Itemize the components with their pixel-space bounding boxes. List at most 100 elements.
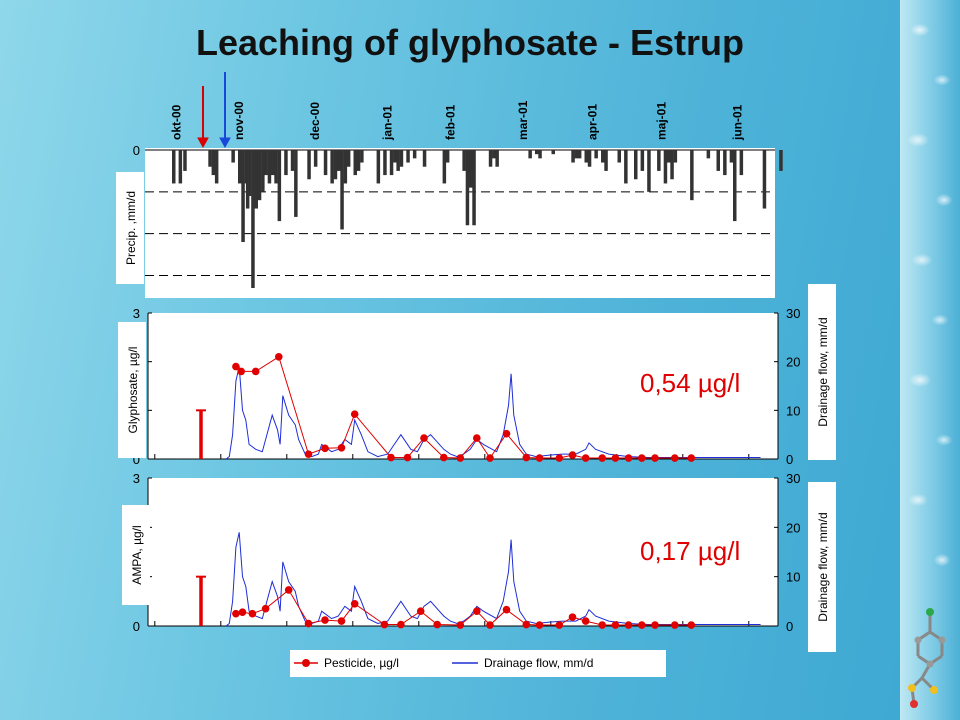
p3-pesticide-point	[486, 621, 494, 629]
p2-pesticide-point	[522, 453, 531, 462]
p2-pesticide-point	[568, 451, 577, 459]
glyphosate-chart: 01230102030 Glyphosate, µg/l Drainage fl…	[118, 284, 836, 467]
precip-bar	[465, 150, 470, 226]
p3-pesticide-point	[624, 621, 633, 629]
p3-drainage-line	[225, 532, 761, 627]
slide-title: Leaching of glyphosate - Estrup	[196, 22, 744, 63]
ampa-ylabel-box	[122, 505, 150, 605]
p3-pesticide-point	[651, 621, 659, 629]
precip-bar	[208, 150, 212, 167]
p2-pesticide-point	[598, 454, 606, 462]
p3-y2-tick: 30	[786, 471, 800, 486]
p2-y-tick: 3	[133, 306, 140, 321]
precip-bar	[399, 150, 404, 167]
month-label: apr-01	[585, 104, 599, 140]
precip-bar	[574, 150, 579, 159]
p2-pesticide-point	[232, 362, 240, 371]
month-labels: okt-00 nov-00 dec-00 jan-01 feb-01 mar-01 apr-…	[170, 100, 745, 141]
month-label: feb-01	[443, 104, 457, 140]
precip-bars	[172, 150, 783, 288]
precip-bar	[323, 150, 328, 176]
precip-bar	[535, 150, 539, 155]
month-label: mar-01	[516, 100, 530, 140]
precip-bar	[584, 150, 588, 163]
precip-bar	[488, 150, 493, 167]
p2-y2-tick: 20	[786, 355, 800, 370]
precip-bar	[422, 150, 427, 167]
arrows	[197, 72, 231, 149]
precip-bar	[528, 150, 532, 159]
p2-pesticide-point	[651, 454, 659, 462]
precip-bar	[587, 150, 592, 167]
precip-bar	[469, 150, 473, 188]
p3-pesticide-point	[522, 620, 531, 629]
precip-bar	[729, 150, 734, 163]
month-label: jan-01	[381, 105, 395, 141]
precip-bar	[254, 150, 258, 209]
p2-pesticide-point	[440, 453, 448, 462]
p3-y-tick: 0	[133, 619, 140, 634]
p3-pesticide-point	[397, 620, 405, 629]
p3-pesticide-point	[671, 621, 679, 629]
precip-bar	[251, 150, 255, 288]
precip-bar	[383, 150, 387, 176]
precip-bar	[601, 150, 605, 163]
p2-y2-tick: 10	[786, 403, 800, 418]
p3-pesticide-point	[380, 620, 389, 629]
p3-pesticide-point	[473, 607, 481, 615]
precip-bar	[739, 150, 744, 176]
glyphosate-y2label-box	[808, 284, 836, 460]
p2-pesticide-point	[337, 444, 346, 452]
p2-pesticide-point	[403, 453, 412, 462]
p3-pesticide-point	[321, 616, 329, 624]
p3-pesticide-point	[581, 617, 590, 625]
legend-drainage-label: Drainage flow, mm/d	[484, 656, 593, 670]
precip-bar	[343, 150, 348, 184]
p3-pesticide-point	[502, 605, 511, 614]
p2-pesticide-point	[555, 454, 564, 462]
p2-pesticide-point	[502, 429, 511, 438]
ampa-chart: 01230102030 AMPA, µg/l Drainage flow, mm…	[122, 471, 836, 652]
precip-bar	[617, 150, 621, 163]
precip-bar	[214, 150, 219, 184]
precip-bar	[723, 150, 727, 176]
precip-bar	[393, 150, 397, 163]
p2-pesticide-point	[387, 453, 395, 462]
precip-bar	[670, 150, 674, 180]
precip-bar	[472, 150, 476, 226]
p3-pesticide-point	[535, 621, 544, 629]
precip-bar	[406, 150, 410, 163]
precip-bar	[333, 150, 338, 180]
precip-bar	[247, 150, 252, 196]
precip-bar	[647, 150, 651, 192]
p3-pesticide-point	[598, 621, 606, 629]
p2-pesticide-point	[304, 450, 313, 458]
month-label: okt-00	[170, 104, 184, 140]
precip-bar	[412, 150, 417, 159]
glyphosate-ylabel-box	[118, 322, 146, 458]
precip-bar	[330, 150, 334, 184]
p2-pesticide-point	[473, 434, 481, 442]
precip-bar	[183, 150, 187, 171]
molecule-decoration-icon	[908, 608, 946, 708]
ampa-y2label: Drainage flow, mm/d	[816, 512, 830, 621]
p2-pesticide-point	[624, 454, 633, 462]
p3-y-tick: 3	[133, 471, 140, 486]
precip-bar	[640, 150, 645, 171]
precip-bar	[257, 150, 262, 201]
month-label: jun-01	[731, 104, 745, 141]
precip-bar	[673, 150, 678, 163]
precip-bar	[762, 150, 767, 209]
precip-bar	[376, 150, 381, 184]
p2-pesticide-line	[235, 356, 692, 459]
precip-y-tick: 0	[133, 143, 140, 158]
precip-bar	[445, 150, 450, 163]
precip-bar	[241, 150, 245, 242]
p2-pesticide-point	[350, 410, 359, 419]
ampa-plot-area	[148, 478, 778, 626]
precip-bar	[353, 150, 357, 176]
p2-pesticide-point	[456, 454, 465, 462]
p2-pesticide-point	[275, 353, 283, 361]
